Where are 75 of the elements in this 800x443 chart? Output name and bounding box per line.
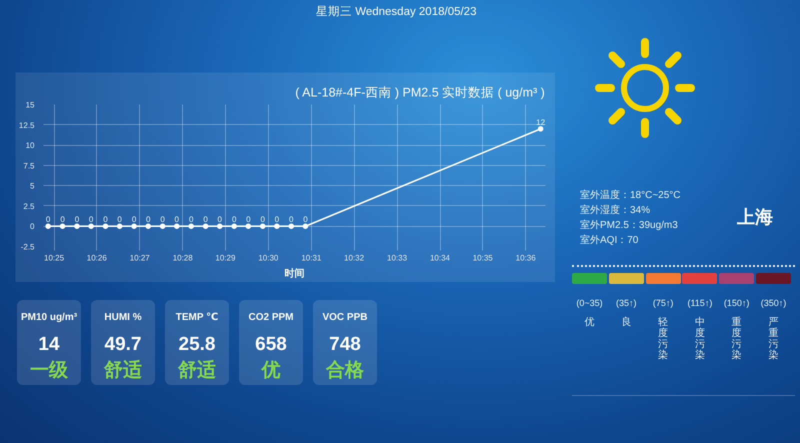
data-label: 0 <box>260 215 266 224</box>
category-label: HUMI % <box>103 312 143 324</box>
data-label: 14 <box>37 334 61 356</box>
text: 室外湿度：34% <box>580 205 652 216</box>
category-label: 严重污染 <box>768 317 778 361</box>
data-label: 0 <box>60 215 66 224</box>
text: (0~35) <box>575 298 604 308</box>
text: (150↑) <box>722 298 750 308</box>
text: 上海 <box>736 207 774 228</box>
data-label: 0 <box>132 215 137 224</box>
text: 一级 <box>29 360 69 382</box>
x-tick-label: 10:34 <box>430 254 451 262</box>
text: 星期三 Wednesday 2018/05/23 <box>316 6 478 20</box>
data-label: 0 <box>232 215 237 224</box>
category-label: 重度污染 <box>732 317 742 361</box>
y-tick-label: 2.5 <box>23 202 36 211</box>
category-label: 轻度污染 <box>658 317 668 361</box>
x-tick-label: 10:30 <box>258 254 279 262</box>
chart-title: ( AL-18#-4F-西南 ) PM2.5 实时数据 ( ug/m³ ) <box>295 86 545 100</box>
data-label: 0 <box>88 215 94 224</box>
data-label: 0 <box>103 215 108 224</box>
x-tick-label: 10:32 <box>344 254 365 262</box>
data-label: 0 <box>74 215 80 224</box>
text: 优 <box>260 360 282 382</box>
x-tick-label: 10:26 <box>86 254 108 262</box>
data-label: 658 <box>254 334 288 356</box>
y-tick-label: 12.5 <box>18 120 36 130</box>
x-tick-label: 10:29 <box>215 254 236 262</box>
text: 室外AQI：70 <box>580 235 640 246</box>
data-label: 0 <box>289 215 294 224</box>
data-label: 0 <box>160 215 166 224</box>
category-label: CO2 PPM <box>247 312 294 324</box>
data-label: 0 <box>188 215 194 224</box>
x-tick-label: 10:27 <box>130 254 150 262</box>
x-tick-label: 10:35 <box>472 254 494 262</box>
y-tick-label: 5 <box>30 182 36 191</box>
text: 舒适 <box>102 360 143 382</box>
data-label: 748 <box>328 334 362 356</box>
text: 室外PM2.5：39ug/m3 <box>580 220 679 232</box>
text: 合格 <box>324 360 365 382</box>
y-tick-label: 0 <box>30 222 36 232</box>
x-tick-label: 10:36 <box>516 254 536 262</box>
text: (75↑) <box>652 298 674 308</box>
y-tick-label: 15 <box>26 100 36 110</box>
category-label: VOC PPB <box>321 312 368 324</box>
text: 室外温度：18°C~25°C <box>580 190 682 202</box>
category-label: 优 <box>584 317 594 328</box>
category-label: 良 <box>621 317 632 328</box>
x-tick-label: 10:28 <box>172 254 194 262</box>
y-tick-label: -2.5 <box>20 242 36 252</box>
text: (115↑) <box>686 298 714 308</box>
data-label: 0 <box>46 215 51 224</box>
data-label: 25.8 <box>178 334 216 356</box>
data-label: 0 <box>174 215 180 224</box>
x-tick-label: 10:25 <box>44 254 65 262</box>
x-tick-label: 10:31 <box>301 254 322 262</box>
y-tick-label: 7.5 <box>23 161 36 170</box>
text: (35↑) <box>615 298 638 308</box>
data-label: 49.7 <box>104 334 142 356</box>
data-label: 0 <box>218 215 223 224</box>
category-label: PM10 ug/m³ <box>20 312 78 324</box>
data-label: 0 <box>117 215 122 224</box>
x-axis-title: 时间 <box>284 268 304 280</box>
data-label: 0 <box>203 215 208 224</box>
text: 舒适 <box>176 360 217 382</box>
data-label: 0 <box>303 215 308 224</box>
data-label: 0 <box>146 215 151 224</box>
x-tick-label: 10:33 <box>387 254 408 262</box>
category-label: 中度污染 <box>694 317 705 361</box>
category-label: TEMP ℃ <box>174 312 220 324</box>
text: (350↑) <box>760 298 788 308</box>
data-label: 12 <box>536 118 546 127</box>
data-label: 0 <box>274 215 280 224</box>
y-tick-label: 10 <box>26 141 36 150</box>
data-label: 0 <box>246 215 252 224</box>
